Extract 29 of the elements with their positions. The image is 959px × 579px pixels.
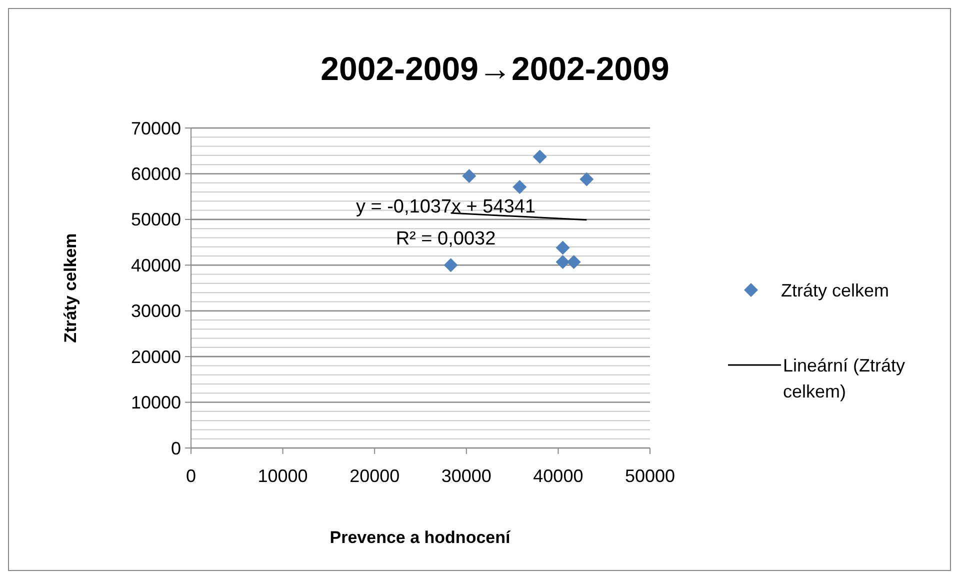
x-tick-label: 30000 — [441, 466, 492, 486]
y-tick-label: 30000 — [130, 301, 181, 322]
annotation: y = -0,1037x + 54341 — [356, 196, 536, 218]
y-tick-label: 10000 — [130, 392, 181, 413]
point — [462, 169, 476, 183]
point — [556, 240, 570, 255]
point — [580, 172, 594, 186]
point — [512, 180, 527, 194]
y-tick-label: 40000 — [130, 255, 181, 276]
x-tick-label: 40000 — [533, 466, 584, 486]
point — [532, 150, 547, 164]
legend-label: Lineární (Ztráty celkem) — [783, 355, 906, 402]
legend-label: Ztráty celkem — [781, 280, 890, 300]
x-tick-label: 20000 — [350, 466, 400, 486]
x-tick-label: 10000 — [258, 466, 308, 486]
x-tick-label: 0 — [186, 466, 196, 486]
y-tick-label: 0 — [170, 438, 181, 458]
y-axis-title: Ztráty celkem — [61, 233, 80, 343]
point — [444, 258, 458, 272]
y-tick-label: 60000 — [130, 164, 181, 184]
y-tick-label: 70000 — [130, 118, 181, 138]
chart-title: 2002-2009→2002-2009 — [320, 50, 670, 87]
y-tick-label: 20000 — [130, 346, 181, 367]
y-tick-label: 50000 — [130, 210, 181, 230]
x-tick-label: 50000 — [624, 466, 676, 486]
point — [556, 254, 570, 269]
annotation: R² = 0,0032 — [396, 228, 496, 250]
point — [566, 254, 581, 269]
x-axis-title: Prevence a hodnocení — [330, 528, 512, 547]
